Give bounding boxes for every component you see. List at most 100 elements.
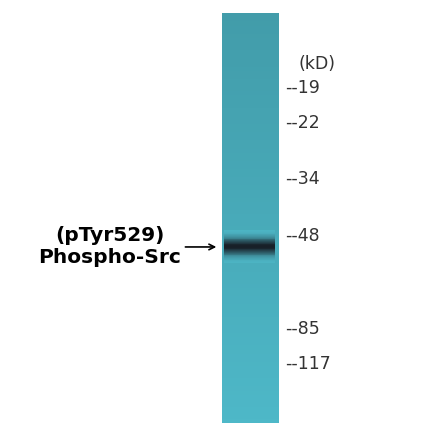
- Bar: [222, 386, 279, 391]
- Bar: [222, 30, 279, 34]
- Bar: [222, 370, 279, 374]
- Bar: [224, 245, 275, 246]
- Text: --85: --85: [285, 320, 320, 337]
- Bar: [222, 235, 279, 239]
- Bar: [224, 254, 275, 255]
- Bar: [222, 247, 279, 251]
- Bar: [222, 321, 279, 325]
- Bar: [222, 63, 279, 67]
- Bar: [222, 255, 279, 259]
- Bar: [222, 38, 279, 42]
- Bar: [222, 157, 279, 161]
- Bar: [224, 262, 275, 263]
- Bar: [222, 181, 279, 186]
- Bar: [222, 350, 279, 354]
- Bar: [222, 366, 279, 370]
- Text: --117: --117: [285, 355, 331, 373]
- Bar: [222, 149, 279, 153]
- Bar: [224, 255, 275, 256]
- Bar: [222, 169, 279, 173]
- Bar: [224, 235, 275, 236]
- Bar: [224, 238, 275, 239]
- Bar: [222, 108, 279, 112]
- Bar: [224, 250, 275, 251]
- Bar: [222, 214, 279, 218]
- Bar: [222, 304, 279, 309]
- Text: Phospho-Src: Phospho-Src: [39, 248, 181, 268]
- Text: --48: --48: [285, 227, 320, 245]
- Bar: [222, 280, 279, 284]
- Text: --34: --34: [285, 170, 320, 187]
- Bar: [222, 132, 279, 136]
- Bar: [222, 54, 279, 58]
- Bar: [224, 232, 275, 233]
- Bar: [222, 116, 279, 120]
- Bar: [222, 268, 279, 272]
- Bar: [222, 243, 279, 247]
- Bar: [222, 276, 279, 280]
- Bar: [222, 210, 279, 214]
- Bar: [222, 358, 279, 362]
- Bar: [224, 257, 275, 258]
- Bar: [224, 240, 275, 241]
- Bar: [224, 258, 275, 259]
- Bar: [222, 136, 279, 140]
- Bar: [222, 145, 279, 149]
- Bar: [224, 247, 275, 248]
- Bar: [222, 42, 279, 46]
- Bar: [222, 263, 279, 268]
- Bar: [222, 58, 279, 63]
- Bar: [222, 186, 279, 190]
- Bar: [224, 241, 275, 242]
- Bar: [224, 248, 275, 249]
- Bar: [224, 230, 275, 231]
- Bar: [222, 194, 279, 198]
- Bar: [222, 128, 279, 132]
- Bar: [222, 13, 279, 17]
- Text: (pTyr529): (pTyr529): [55, 226, 165, 246]
- Bar: [222, 95, 279, 99]
- Text: (kD): (kD): [298, 55, 335, 73]
- Bar: [222, 173, 279, 177]
- Bar: [222, 67, 279, 71]
- Bar: [222, 112, 279, 116]
- Bar: [222, 259, 279, 263]
- Bar: [222, 206, 279, 210]
- Bar: [222, 362, 279, 366]
- Bar: [222, 341, 279, 345]
- Bar: [222, 411, 279, 415]
- Bar: [224, 259, 275, 260]
- Bar: [222, 34, 279, 38]
- Bar: [222, 124, 279, 128]
- Bar: [222, 309, 279, 313]
- Bar: [222, 140, 279, 145]
- Bar: [222, 325, 279, 329]
- Bar: [222, 399, 279, 403]
- Bar: [222, 87, 279, 91]
- Bar: [222, 296, 279, 300]
- Bar: [222, 165, 279, 169]
- Bar: [222, 329, 279, 333]
- Bar: [222, 161, 279, 165]
- Bar: [222, 333, 279, 337]
- Bar: [222, 403, 279, 407]
- Bar: [224, 236, 275, 237]
- Bar: [222, 177, 279, 181]
- Bar: [222, 374, 279, 378]
- Bar: [224, 260, 275, 261]
- Bar: [224, 252, 275, 253]
- Bar: [222, 202, 279, 206]
- Bar: [222, 300, 279, 304]
- Bar: [222, 198, 279, 202]
- Bar: [222, 26, 279, 30]
- Bar: [222, 75, 279, 79]
- Text: --22: --22: [285, 115, 320, 132]
- Bar: [222, 292, 279, 296]
- Bar: [222, 395, 279, 399]
- Bar: [224, 256, 275, 257]
- Bar: [222, 50, 279, 54]
- Bar: [222, 317, 279, 321]
- Bar: [222, 222, 279, 227]
- Bar: [224, 233, 275, 234]
- Bar: [222, 79, 279, 83]
